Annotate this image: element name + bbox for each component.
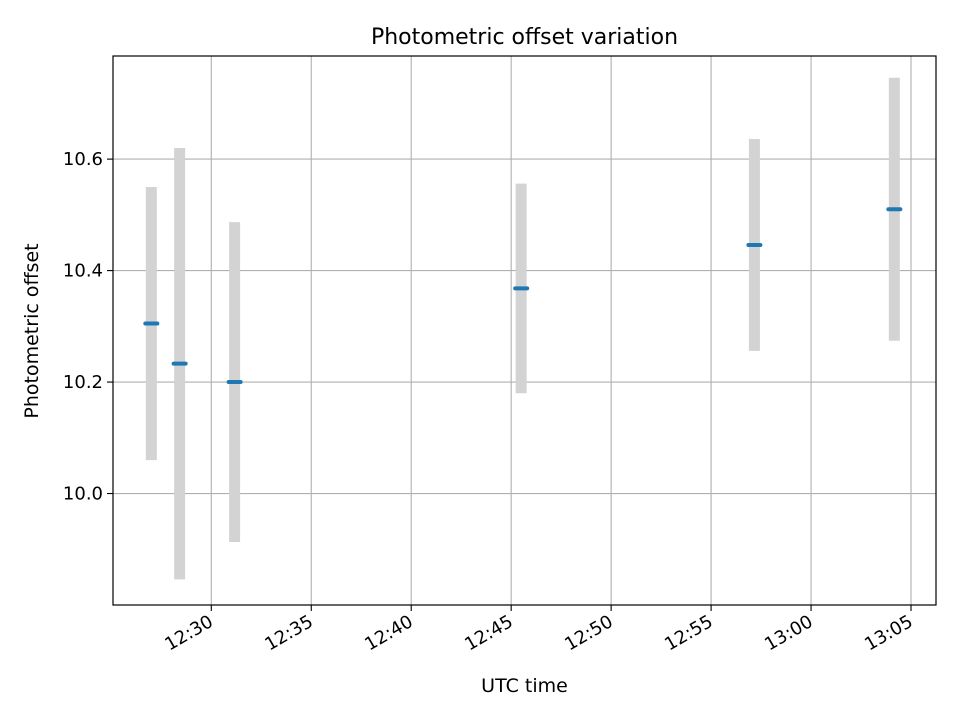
- y-tick-label: 10.4: [63, 261, 103, 282]
- y-tick-label: 10.0: [63, 484, 103, 505]
- grid: [113, 56, 936, 605]
- y-tick-label: 10.2: [63, 372, 103, 393]
- plot-area-frame: [112, 55, 937, 606]
- x-axis-label: UTC time: [481, 675, 568, 697]
- y-axis-label: Photometric offset: [21, 243, 43, 418]
- data-points: [143, 207, 903, 385]
- y-tick-label: 10.6: [63, 149, 103, 170]
- chart-title: Photometric offset variation: [371, 25, 678, 50]
